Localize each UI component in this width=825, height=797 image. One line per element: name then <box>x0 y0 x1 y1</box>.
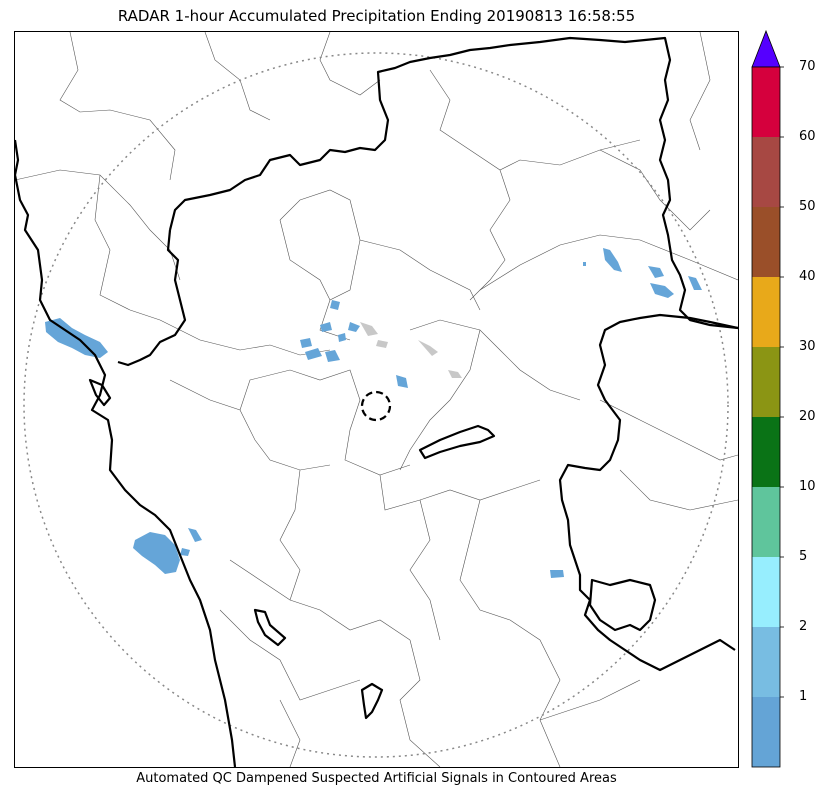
colorbar-band <box>752 557 780 627</box>
colorbar-tick-label: 60 <box>799 129 816 144</box>
colorbar-tick-label: 50 <box>799 199 816 214</box>
qc-patch <box>448 370 462 378</box>
district-line <box>279 219 331 301</box>
rain-patch <box>320 322 332 332</box>
district-line <box>239 369 411 476</box>
range-ring <box>23 52 729 758</box>
colorbar-tick-label: 2 <box>799 619 808 634</box>
colorbar-band <box>752 277 780 347</box>
colorbar-band <box>752 487 780 557</box>
district-line <box>479 234 738 291</box>
district-line <box>379 474 541 511</box>
district-line <box>94 174 161 321</box>
district-line <box>469 169 511 301</box>
rain-patch <box>180 548 190 556</box>
district-line <box>409 319 581 401</box>
district-line <box>15 169 181 281</box>
district-line <box>509 619 561 767</box>
rain-patch <box>188 528 202 542</box>
colorbar-extend-arrow <box>751 29 781 68</box>
colorbar <box>751 29 784 768</box>
rain-patch <box>133 532 180 574</box>
rain-patch <box>305 348 322 360</box>
radar-site-marker <box>360 390 392 422</box>
state-enclave <box>253 608 287 647</box>
qc-patch <box>376 340 388 348</box>
state-enclave <box>418 424 496 460</box>
qc-dampened-signals <box>360 322 462 378</box>
map-title: RADAR 1-hour Accumulated Precipitation E… <box>117 7 636 25</box>
colorbar-tick-label: 20 <box>799 409 816 424</box>
rain-patch <box>338 333 346 342</box>
state-border <box>117 229 187 367</box>
state-enclave <box>360 682 384 720</box>
rain-patch <box>300 338 312 348</box>
colorbar-tick-label: 5 <box>799 549 808 564</box>
rain-patch <box>650 283 674 298</box>
state-border <box>558 313 738 672</box>
district-line <box>409 499 441 641</box>
colorbar-band <box>752 137 780 207</box>
district-line <box>599 149 711 231</box>
district-line <box>219 609 361 701</box>
district-line <box>229 559 411 641</box>
state-enclave <box>588 578 657 632</box>
rain-patch <box>688 276 702 290</box>
state-enclave <box>88 378 112 407</box>
colorbar-tick-label: 1 <box>799 689 808 704</box>
district-line <box>539 679 641 721</box>
district-line <box>59 32 176 181</box>
rain-patch <box>550 570 564 578</box>
district-line <box>599 399 738 461</box>
district-line <box>619 469 738 511</box>
rain-patch <box>330 300 340 310</box>
state-border <box>168 36 738 330</box>
coastline <box>15 139 237 767</box>
colorbar-tick-label: 10 <box>799 479 816 494</box>
rain-patch <box>396 375 408 388</box>
colorbar-band <box>752 627 780 697</box>
district-line <box>159 319 331 356</box>
qc-patch <box>360 322 378 336</box>
state-boundaries <box>15 36 738 767</box>
colorbar-band <box>752 417 780 487</box>
colorbar-band <box>752 207 780 277</box>
colorbar-band <box>752 67 780 137</box>
rain-patch <box>603 248 622 272</box>
district-line <box>689 32 711 151</box>
district-line <box>459 499 511 621</box>
colorbar-tick-label: 70 <box>799 59 816 74</box>
district-line <box>399 329 481 471</box>
rain-patch <box>348 322 360 332</box>
rain-patch <box>325 350 340 362</box>
qc-patch <box>418 340 438 356</box>
map-frame <box>14 31 739 768</box>
colorbar-tick-label: 40 <box>799 269 816 284</box>
colorbar-band <box>752 697 780 767</box>
district-line <box>279 699 301 767</box>
district-line <box>319 32 381 96</box>
rain-patch <box>583 262 586 266</box>
district-line <box>279 469 301 601</box>
rain-patch <box>648 266 664 278</box>
map-caption: Automated QC Dampened Suspected Artifici… <box>136 771 617 786</box>
district-line <box>399 639 441 767</box>
colorbar-tick-label: 30 <box>799 339 816 354</box>
colorbar-band <box>752 347 780 417</box>
